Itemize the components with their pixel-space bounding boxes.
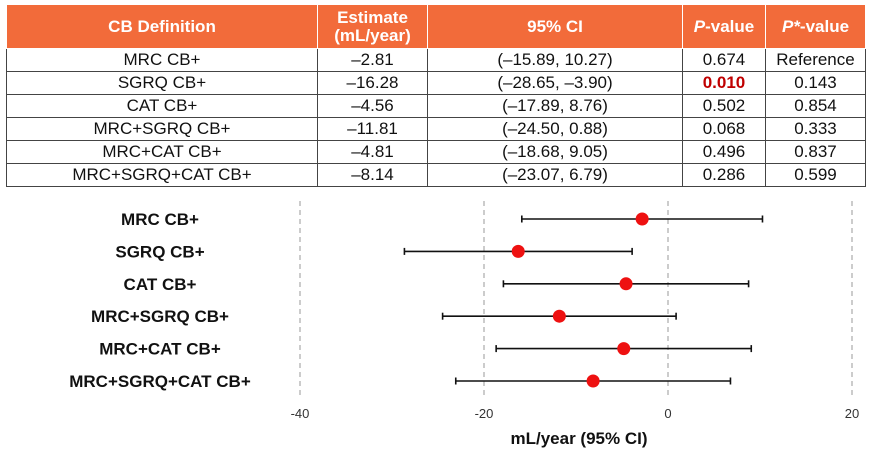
table-row: MRC+CAT CB+ –4.81 (–18.68, 9.05) 0.496 0.837 xyxy=(6,140,866,164)
cell-ci: (–17.89, 8.76) xyxy=(427,94,683,118)
header-p-star-value: P*-value xyxy=(765,4,866,49)
cell-p-value: 0.674 xyxy=(682,48,766,72)
cell-estimate: –2.81 xyxy=(317,48,428,72)
table-row: MRC+SGRQ+CAT CB+ –8.14 (–23.07, 6.79) 0.286… xyxy=(6,163,866,187)
cell-estimate: –8.14 xyxy=(317,163,428,187)
table-row: MRC+SGRQ CB+ –11.81 (–24.50, 0.88) 0.068 0.3… xyxy=(6,117,866,141)
cell-ci: (–24.50, 0.88) xyxy=(427,117,683,141)
row-label: MRC+CAT CB+ xyxy=(99,340,221,359)
cell-estimate: –4.81 xyxy=(317,140,428,164)
row-label: SGRQ CB+ xyxy=(115,242,204,261)
results-table: CB Definition Estimate (mL/year) 95% CI P-va… xyxy=(6,4,866,187)
cell-p-star-value: 0.333 xyxy=(765,117,866,141)
table-header-row: CB Definition Estimate (mL/year) 95% CI P-va… xyxy=(6,4,866,49)
x-axis-label: mL/year (95% CI) xyxy=(511,429,648,448)
estimate-point xyxy=(617,342,631,356)
cell-p-value: 0.068 xyxy=(682,117,766,141)
cell-ci: (–15.89, 10.27) xyxy=(427,48,683,72)
table-row: SGRQ CB+ –16.28 (–28.65, –3.90) 0.010 0.143 xyxy=(6,71,866,95)
x-tick-label: -20 xyxy=(475,406,494,421)
table-row: MRC CB+ –2.81 (–15.89, 10.27) 0.674 Referenc… xyxy=(6,48,866,72)
row-label: MRC+SGRQ+CAT CB+ xyxy=(69,372,251,391)
cell-ci: (–28.65, –3.90) xyxy=(427,71,683,95)
header-ci: 95% CI xyxy=(427,4,683,49)
table-row: CAT CB+ –4.56 (–17.89, 8.76) 0.502 0.854 xyxy=(6,94,866,118)
cell-definition: MRC+SGRQ CB+ xyxy=(6,117,318,141)
cell-ci: (–23.07, 6.79) xyxy=(427,163,683,187)
cell-estimate: –4.56 xyxy=(317,94,428,118)
cell-definition: CAT CB+ xyxy=(6,94,318,118)
cell-p-star-value: 0.599 xyxy=(765,163,866,187)
header-p-value: P-value xyxy=(682,4,766,49)
cell-definition: MRC CB+ xyxy=(6,48,318,72)
x-tick-label: 0 xyxy=(664,406,671,421)
cell-p-value: 0.286 xyxy=(682,163,766,187)
x-tick-label: -40 xyxy=(291,406,310,421)
cell-estimate: –11.81 xyxy=(317,117,428,141)
forest-plot: -40 -20 0 20 mL/year (95% CI) MRC CB+ SGRQ CB+… xyxy=(69,201,859,448)
cell-p-star-value: Reference xyxy=(765,48,866,72)
estimate-point xyxy=(511,244,525,258)
cell-estimate: –16.28 xyxy=(317,71,428,95)
cell-p-star-value: 0.854 xyxy=(765,94,866,118)
estimate-point xyxy=(635,212,649,226)
cell-p-value: 0.010 xyxy=(682,71,766,95)
table-body: MRC CB+ –2.81 (–15.89, 10.27) 0.674 Referenc… xyxy=(6,48,866,187)
cell-p-value: 0.496 xyxy=(682,140,766,164)
estimate-point xyxy=(619,277,633,291)
estimate-point xyxy=(552,309,566,323)
cell-p-star-value: 0.837 xyxy=(765,140,866,164)
row-label: MRC CB+ xyxy=(121,210,199,229)
x-tick-label: 20 xyxy=(845,406,859,421)
row-label: CAT CB+ xyxy=(124,275,197,294)
cell-definition: SGRQ CB+ xyxy=(6,71,318,95)
cell-definition: MRC+CAT CB+ xyxy=(6,140,318,164)
header-estimate: Estimate (mL/year) xyxy=(317,4,428,49)
cell-definition: MRC+SGRQ+CAT CB+ xyxy=(6,163,318,187)
cell-p-star-value: 0.143 xyxy=(765,71,866,95)
cell-p-value: 0.502 xyxy=(682,94,766,118)
row-label: MRC+SGRQ CB+ xyxy=(91,307,229,326)
estimate-point xyxy=(586,374,600,388)
header-cb-definition: CB Definition xyxy=(6,4,318,49)
cell-ci: (–18.68, 9.05) xyxy=(427,140,683,164)
